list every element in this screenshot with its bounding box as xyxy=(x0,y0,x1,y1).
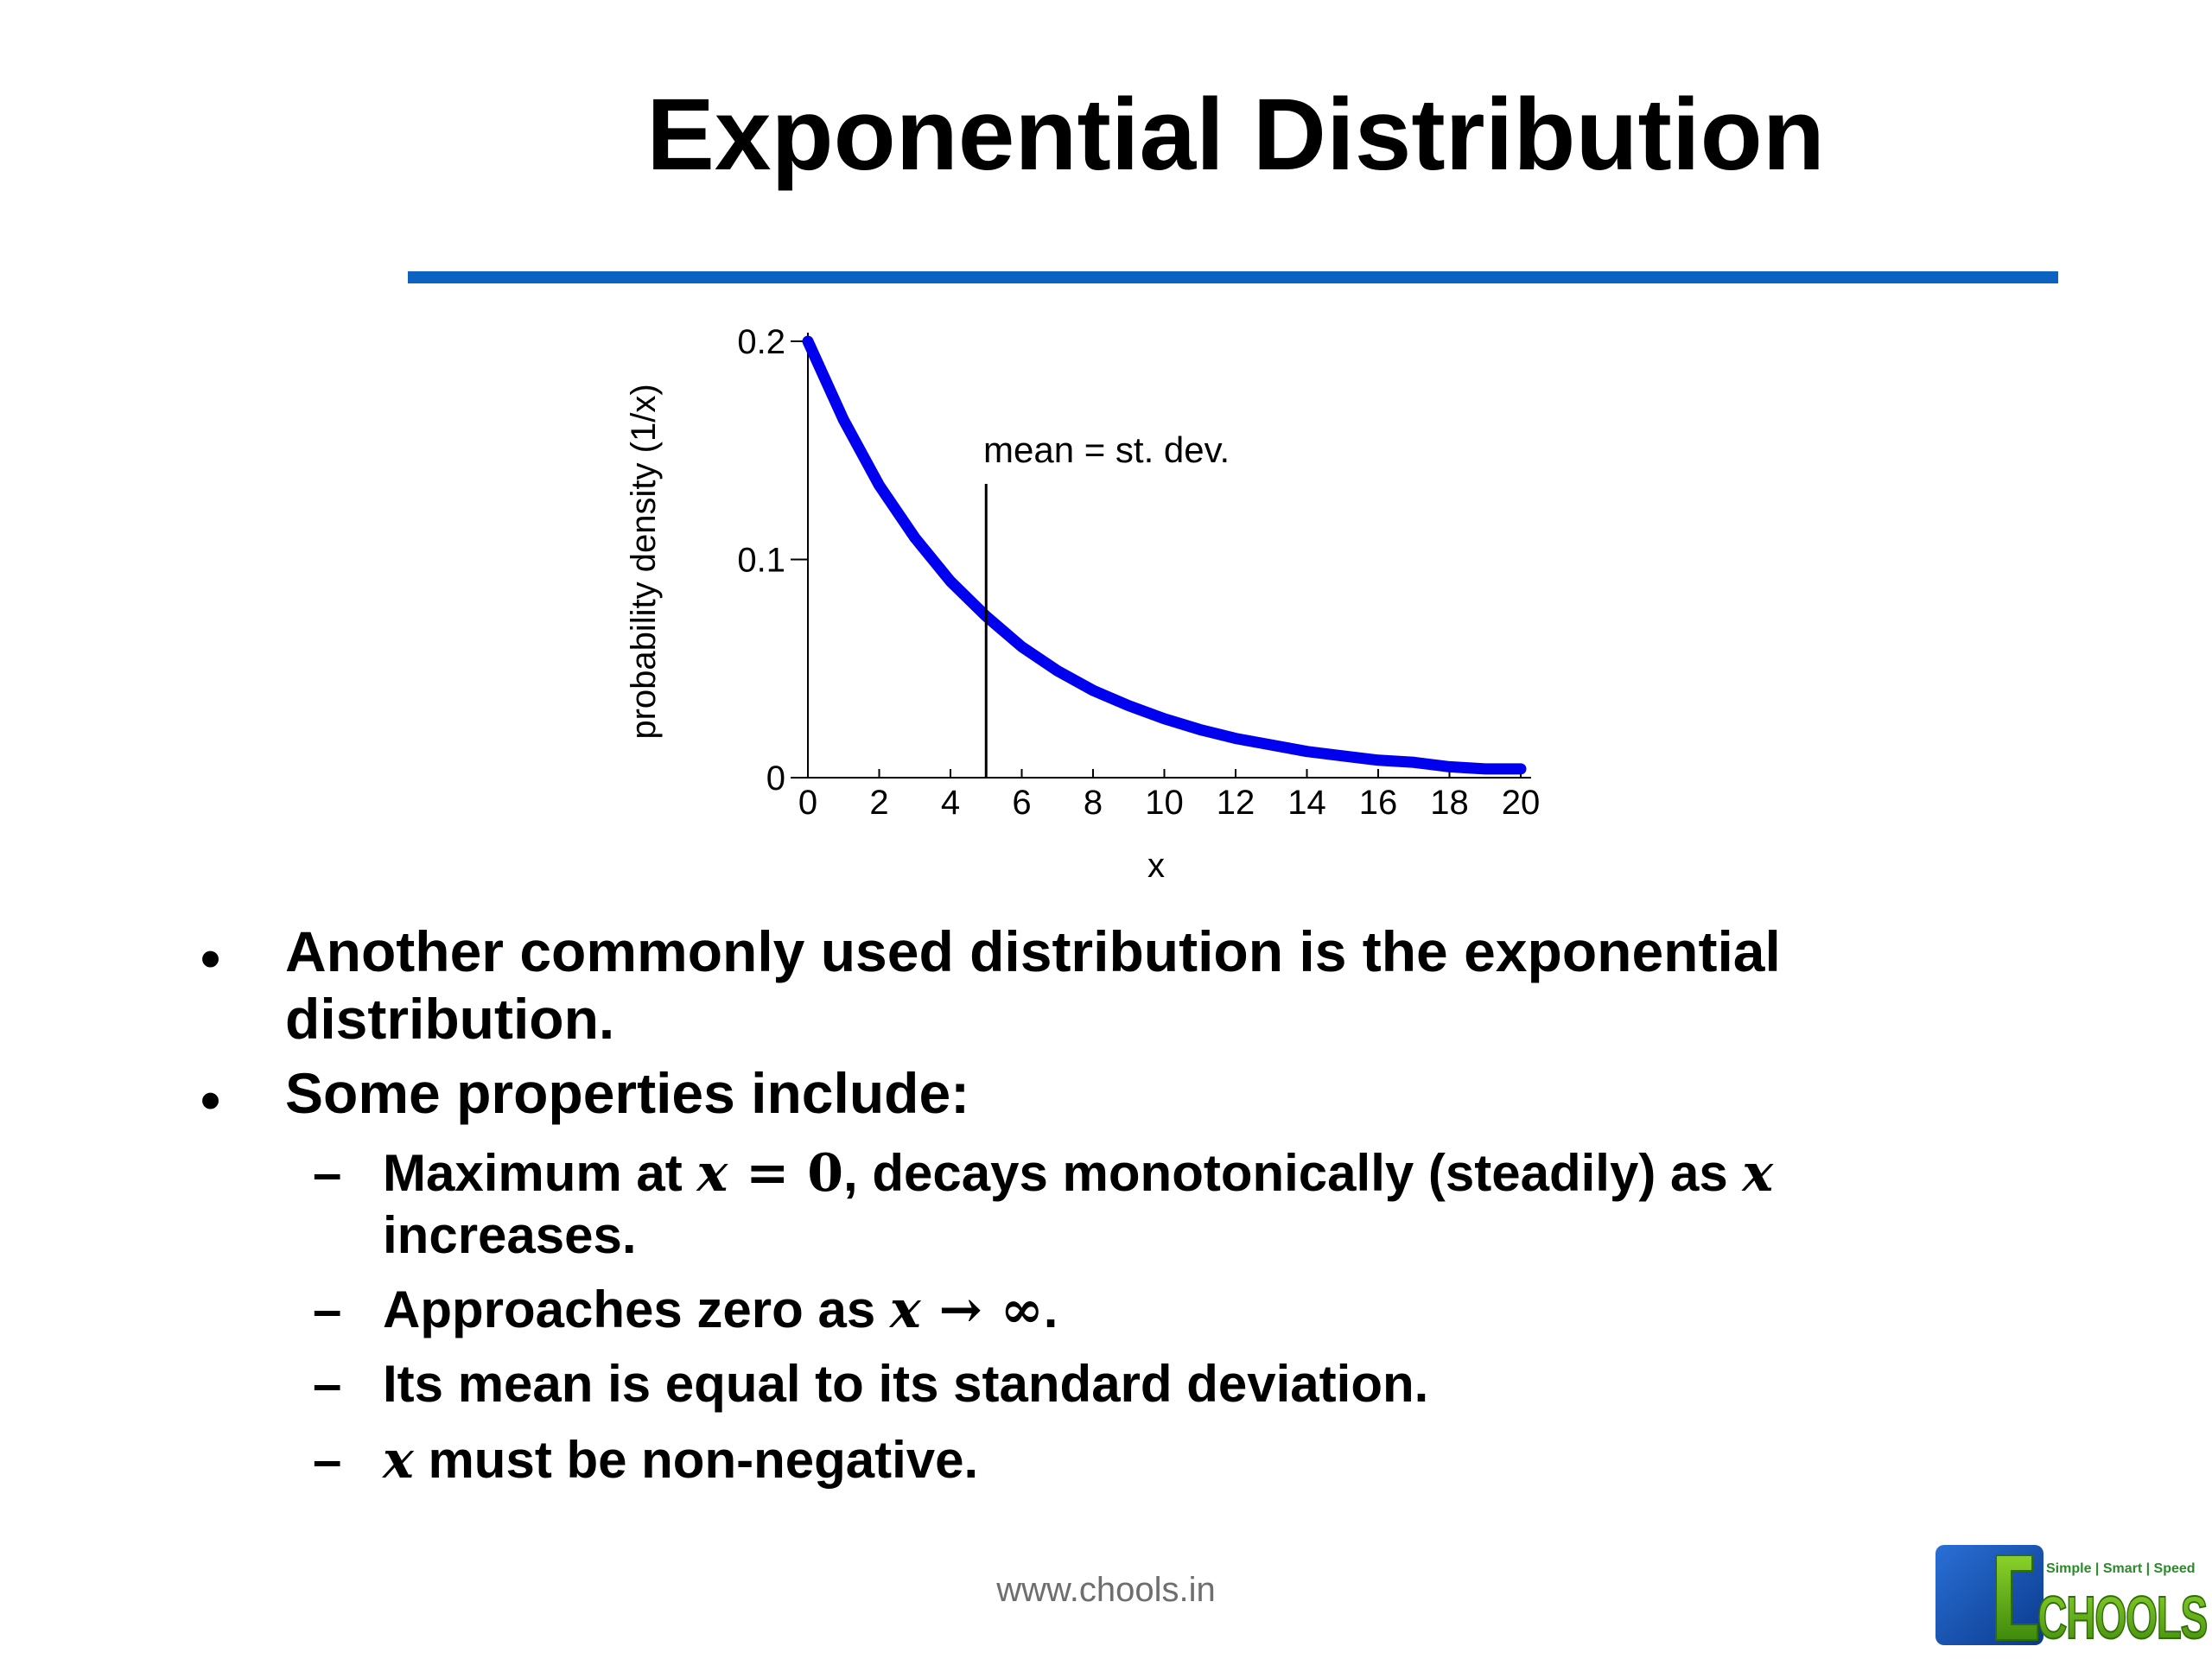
x-tick-label: 20 xyxy=(1502,784,1541,822)
sub-bullet-1-text-a: Maximum at xyxy=(383,1144,697,1202)
footer-url: www.chools.in xyxy=(996,1571,1216,1609)
chart-ticks: 0 2 4 6 8 10 12 14 16 18 20 0 0.1 0.2 xyxy=(737,323,1540,822)
sub-bullet-2: Approaches zero as x → ∞. xyxy=(383,1279,2024,1341)
density-curve xyxy=(802,335,1527,775)
sub-bullet-3: Its mean is equal to its standard deviat… xyxy=(383,1355,1429,1413)
y-tick-label: 0 xyxy=(766,760,785,798)
dash-glyph: – xyxy=(313,1144,342,1202)
bullet-1-line-2: distribution. xyxy=(285,987,615,1051)
y-tick-label: 0.1 xyxy=(737,542,785,580)
x-tick-label: 4 xyxy=(941,784,960,822)
x-tick-label: 2 xyxy=(869,784,888,822)
y-axis-label: probability density (1/x) xyxy=(625,384,663,739)
x-axis-label: x xyxy=(1147,847,1165,885)
sub-bullet-2-text-b: . xyxy=(1043,1281,1058,1338)
dash-glyph: – xyxy=(313,1281,342,1338)
sub-bullet-1-text-b: , decays monotonically (steadily) as xyxy=(843,1144,1743,1202)
logo-tagline: Simple | Smart | Speed xyxy=(2046,1561,2196,1576)
sub-bullet-2-text-a: Approaches zero as xyxy=(383,1281,890,1338)
math-x: x xyxy=(889,1280,921,1340)
dash-glyph: – xyxy=(313,1355,342,1413)
logo-wordmark: CHOOLS xyxy=(2037,1584,2207,1647)
y-tick-label: 0.2 xyxy=(737,323,785,361)
x-tick-label: 8 xyxy=(1084,784,1103,822)
bullet-glyph: • xyxy=(200,926,221,990)
mean-annotation-label: mean = st. dev. xyxy=(983,429,1230,470)
curve-layer xyxy=(802,335,1527,775)
dash-glyph: – xyxy=(313,1431,342,1489)
sub-bullet-1-line-2: increases. xyxy=(383,1206,637,1264)
math-eq-zero: = 0 xyxy=(728,1143,844,1204)
slide-title: Exponential Distribution xyxy=(646,78,1825,192)
bullet-item-1: Another commonly used distribution is th… xyxy=(285,918,1781,1052)
math-arrow-infinity: → ∞ xyxy=(920,1280,1044,1340)
chools-logo: Simple | Smart | Speed CHOOLS xyxy=(1936,1545,2209,1647)
sub-bullet-4: x must be non-negative. xyxy=(383,1429,2024,1491)
x-tick-label: 0 xyxy=(798,784,817,822)
bullet-glyph: • xyxy=(200,1068,221,1132)
title-rule xyxy=(408,271,2058,283)
math-x: x xyxy=(1742,1143,1774,1204)
x-tick-label: 12 xyxy=(1217,784,1255,822)
chart-axes xyxy=(807,333,1531,779)
math-x: x xyxy=(696,1143,728,1204)
x-tick-label: 14 xyxy=(1287,784,1326,822)
sub-bullet-4-text: must be non-negative. xyxy=(413,1431,979,1489)
x-tick-label: 16 xyxy=(1359,784,1398,822)
annotation-layer: mean = st. dev. xyxy=(983,429,1230,778)
bullet-1-line-1: Another commonly used distribution is th… xyxy=(285,919,1781,983)
exponential-chart: 0 2 4 6 8 10 12 14 16 18 20 0 0.1 0.2 mean = st. dev.… xyxy=(625,323,1540,885)
x-tick-label: 6 xyxy=(1012,784,1031,822)
bullet-item-2: Some properties include: xyxy=(285,1061,970,1125)
math-x: x xyxy=(383,1430,414,1491)
x-tick-label: 10 xyxy=(1145,784,1184,822)
sub-bullet-1: Maximum at x = 0, decays monotonically (… xyxy=(383,1142,2024,1267)
x-tick-label: 18 xyxy=(1430,784,1469,822)
